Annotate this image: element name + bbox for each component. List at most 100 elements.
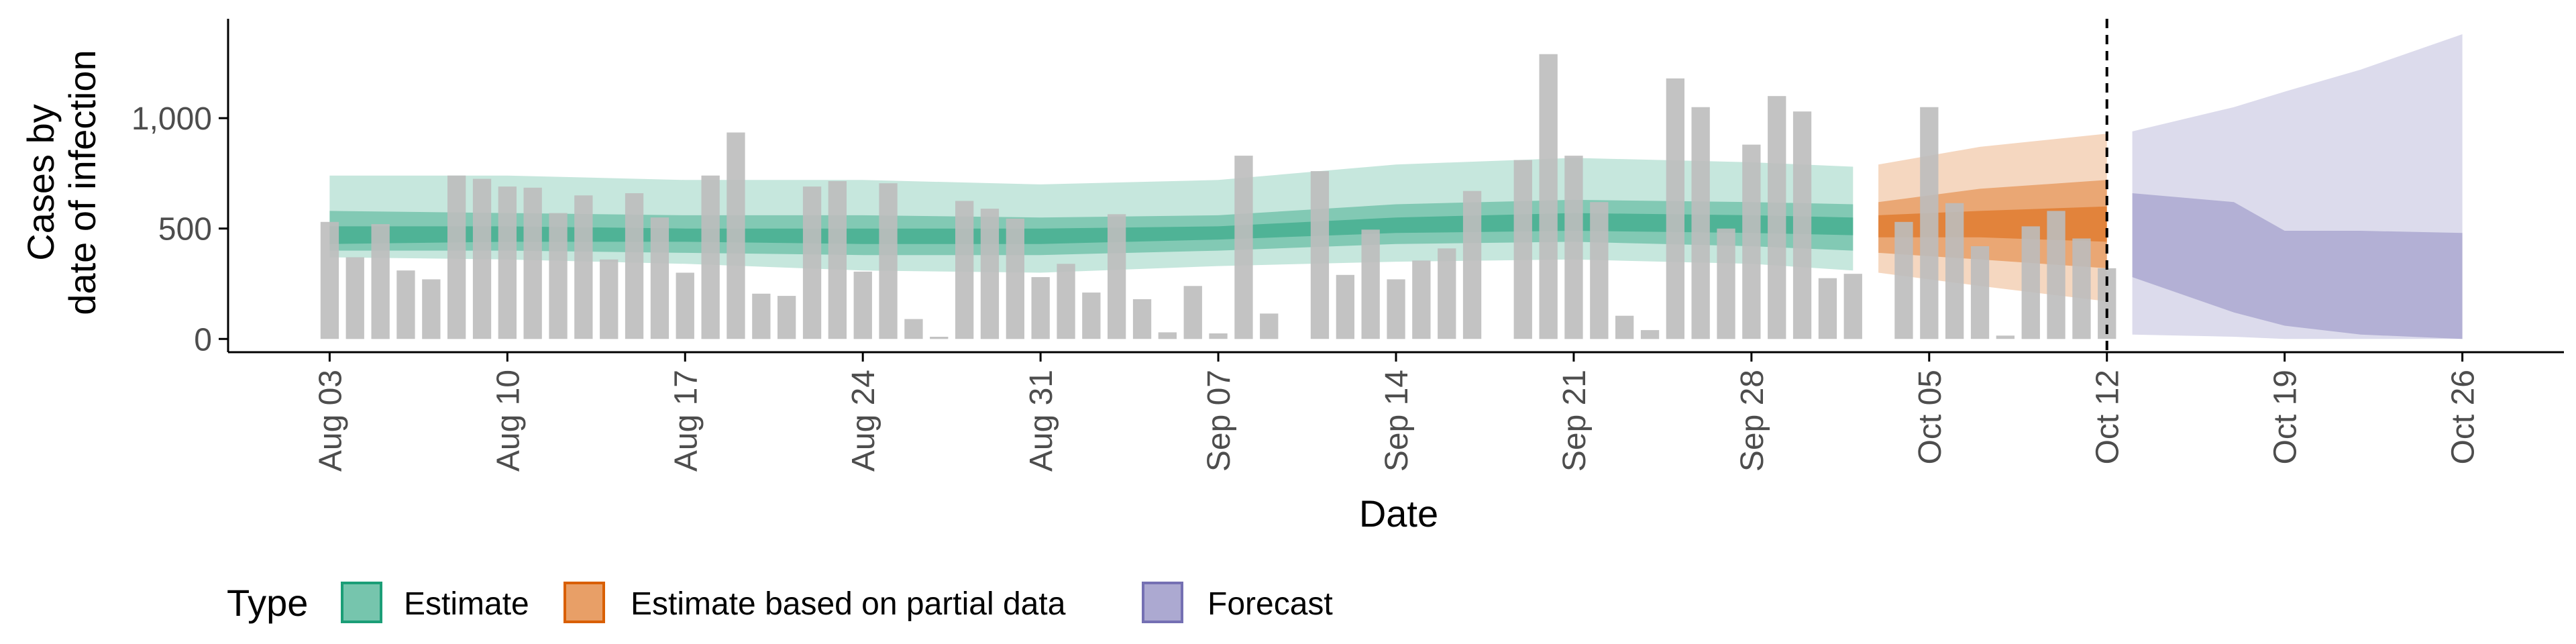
case-bar — [853, 271, 872, 339]
y-axis-title-line-2: date of infection — [61, 50, 103, 315]
x-tick-label: Aug 10 — [490, 370, 526, 472]
x-tick-label: Sep 21 — [1557, 370, 1593, 472]
case-bar — [879, 183, 898, 339]
case-bar — [777, 296, 796, 339]
case-bar — [727, 132, 745, 339]
legend: Type Estimate Estimate based on partial … — [227, 582, 1333, 624]
y-axis-title: Cases by date of infection — [19, 50, 103, 315]
case-bar — [1513, 160, 1532, 339]
case-bar — [396, 270, 415, 339]
x-tick-label: Aug 17 — [668, 370, 704, 472]
x-tick-label: Oct 05 — [1913, 370, 1948, 464]
case-bar — [930, 337, 949, 339]
case-bar — [1108, 214, 1126, 339]
case-bar — [549, 213, 568, 339]
legend-label-estimate: Estimate — [404, 586, 529, 622]
case-bar — [523, 187, 542, 339]
case-bar — [701, 175, 720, 339]
case-bar — [1564, 156, 1583, 339]
y-tick-label: 1,000 — [131, 101, 212, 137]
case-bar — [1260, 313, 1279, 339]
case-bar — [2021, 226, 2040, 339]
case-bar — [1132, 299, 1152, 339]
x-tick-label: Sep 28 — [1735, 370, 1770, 472]
case-bar — [1768, 96, 1786, 339]
case-bar — [371, 224, 390, 339]
case-bar — [447, 175, 466, 339]
forecast-band-90 — [2132, 34, 2463, 339]
case-bar — [2047, 211, 2065, 339]
case-bar — [1438, 248, 1456, 339]
case-bar — [1970, 246, 1990, 339]
legend-swatch-forecast — [1142, 582, 1183, 623]
legend-swatch-partial — [564, 582, 605, 623]
x-axis-title: Date — [1359, 492, 1438, 535]
case-bar — [1336, 274, 1354, 339]
x-tick-label: Sep 07 — [1201, 370, 1237, 472]
case-bar — [1615, 315, 1634, 339]
legend-swatch-estimate — [341, 582, 382, 623]
y-axis-title-line-1: Cases by — [19, 104, 62, 260]
case-bar — [1234, 156, 1253, 339]
x-tick-label: Oct 19 — [2268, 370, 2304, 464]
case-bar — [1031, 277, 1050, 339]
case-bar — [1818, 278, 1837, 339]
case-bar — [574, 195, 593, 339]
case-bar — [1209, 333, 1228, 339]
case-bars — [320, 54, 2116, 339]
case-bar — [1158, 332, 1177, 339]
case-bar — [1361, 229, 1380, 339]
x-tick-label: Aug 03 — [313, 370, 348, 472]
case-bar — [2072, 238, 2091, 339]
case-bar — [472, 178, 492, 339]
case-bar — [1920, 107, 1939, 339]
case-bar — [422, 279, 441, 339]
case-bar — [1590, 202, 1609, 339]
case-bar — [625, 193, 644, 339]
case-bar — [1894, 221, 1913, 339]
legend-label-forecast: Forecast — [1208, 586, 1333, 622]
x-tick-label: Aug 31 — [1024, 370, 1059, 472]
y-tick-label: 0 — [194, 322, 212, 358]
case-bar — [1183, 286, 1202, 339]
y-tick-label: 500 — [158, 212, 212, 248]
case-bar — [1666, 78, 1684, 339]
case-bar — [1742, 144, 1761, 339]
case-bar — [904, 319, 923, 339]
x-axis-ticks: Aug 03 Aug 10 Aug 17 Aug 24 Aug 31 Sep 07 Sep … — [313, 352, 2481, 472]
x-tick-label: Oct 26 — [2446, 370, 2481, 464]
case-bar — [955, 201, 974, 339]
case-bar — [1843, 274, 1862, 339]
y-axis-ticks: 0 500 1,000 — [131, 101, 228, 358]
case-bar — [1412, 260, 1431, 339]
case-bar — [1539, 54, 1558, 339]
case-bar — [1945, 203, 1964, 339]
case-bar — [600, 259, 619, 339]
case-bar — [1006, 218, 1024, 339]
case-bar — [1717, 228, 1735, 339]
x-tick-label: Sep 14 — [1379, 370, 1415, 472]
x-tick-label: Oct 12 — [2090, 370, 2126, 464]
case-bar — [980, 209, 1000, 339]
case-bar — [676, 272, 694, 339]
x-tick-label: Aug 24 — [846, 370, 881, 472]
case-bar — [498, 186, 517, 339]
case-bar — [1057, 264, 1075, 339]
legend-label-partial: Estimate based on partial data — [631, 586, 1066, 622]
case-bar — [752, 293, 771, 339]
case-bar — [1310, 171, 1330, 339]
legend-title: Type — [227, 582, 308, 624]
case-bar — [320, 221, 339, 339]
case-bar — [1996, 335, 2015, 339]
case-bar — [1691, 107, 1710, 339]
case-bar — [345, 257, 364, 339]
case-bar — [802, 186, 822, 339]
case-bar — [1387, 279, 1405, 339]
case-bar — [650, 217, 669, 339]
case-bar — [828, 180, 847, 339]
forecast-band-50 — [2132, 193, 2463, 339]
case-bar — [1082, 292, 1101, 339]
forecast-series — [2132, 34, 2463, 339]
case-bar — [1792, 111, 1812, 339]
